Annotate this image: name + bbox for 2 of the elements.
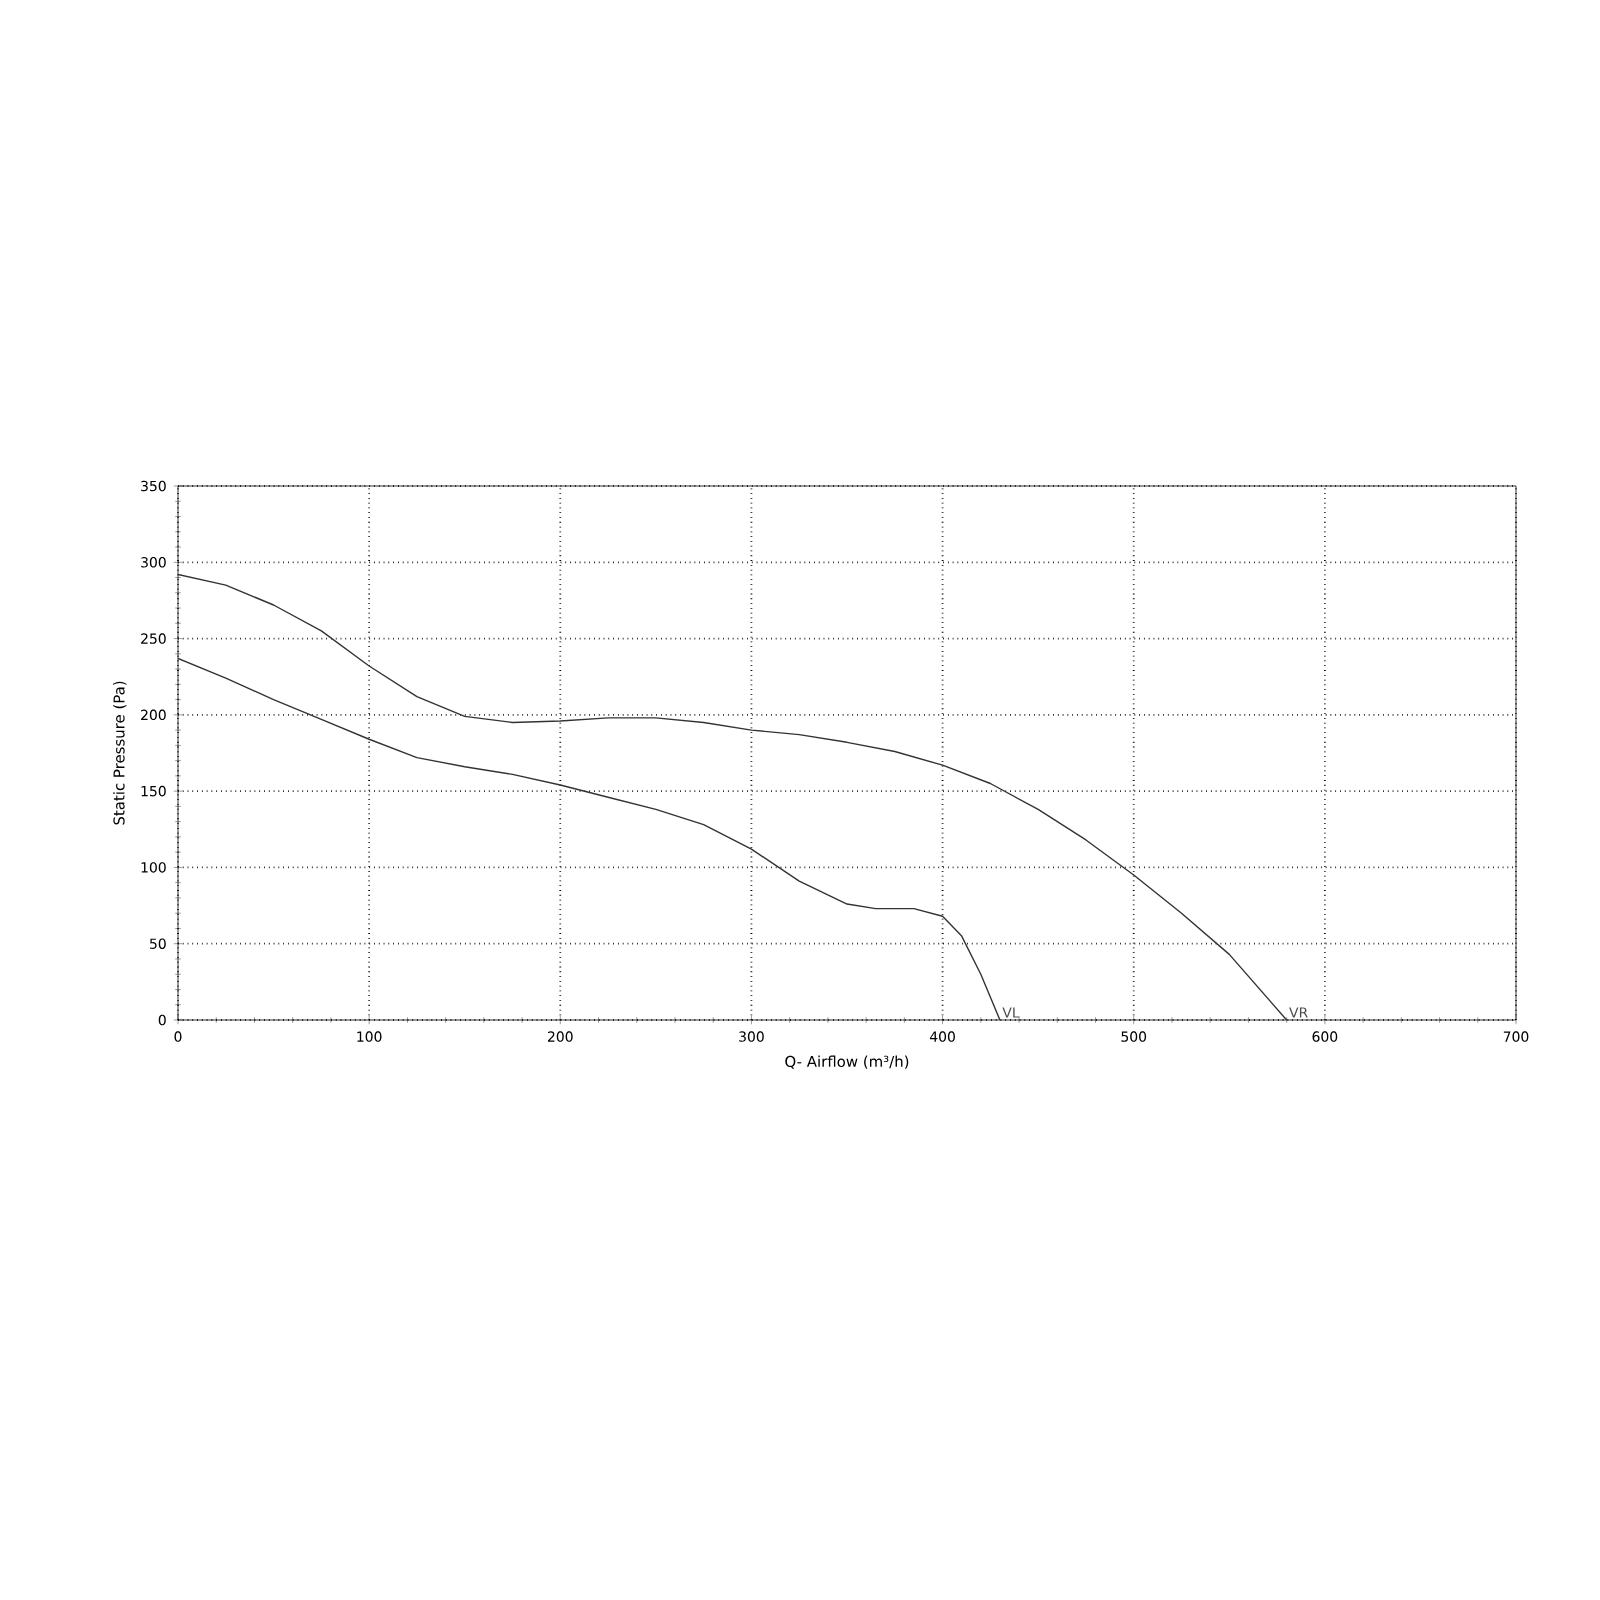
line-series [178, 657, 1001, 1020]
line-series [178, 573, 1288, 1020]
